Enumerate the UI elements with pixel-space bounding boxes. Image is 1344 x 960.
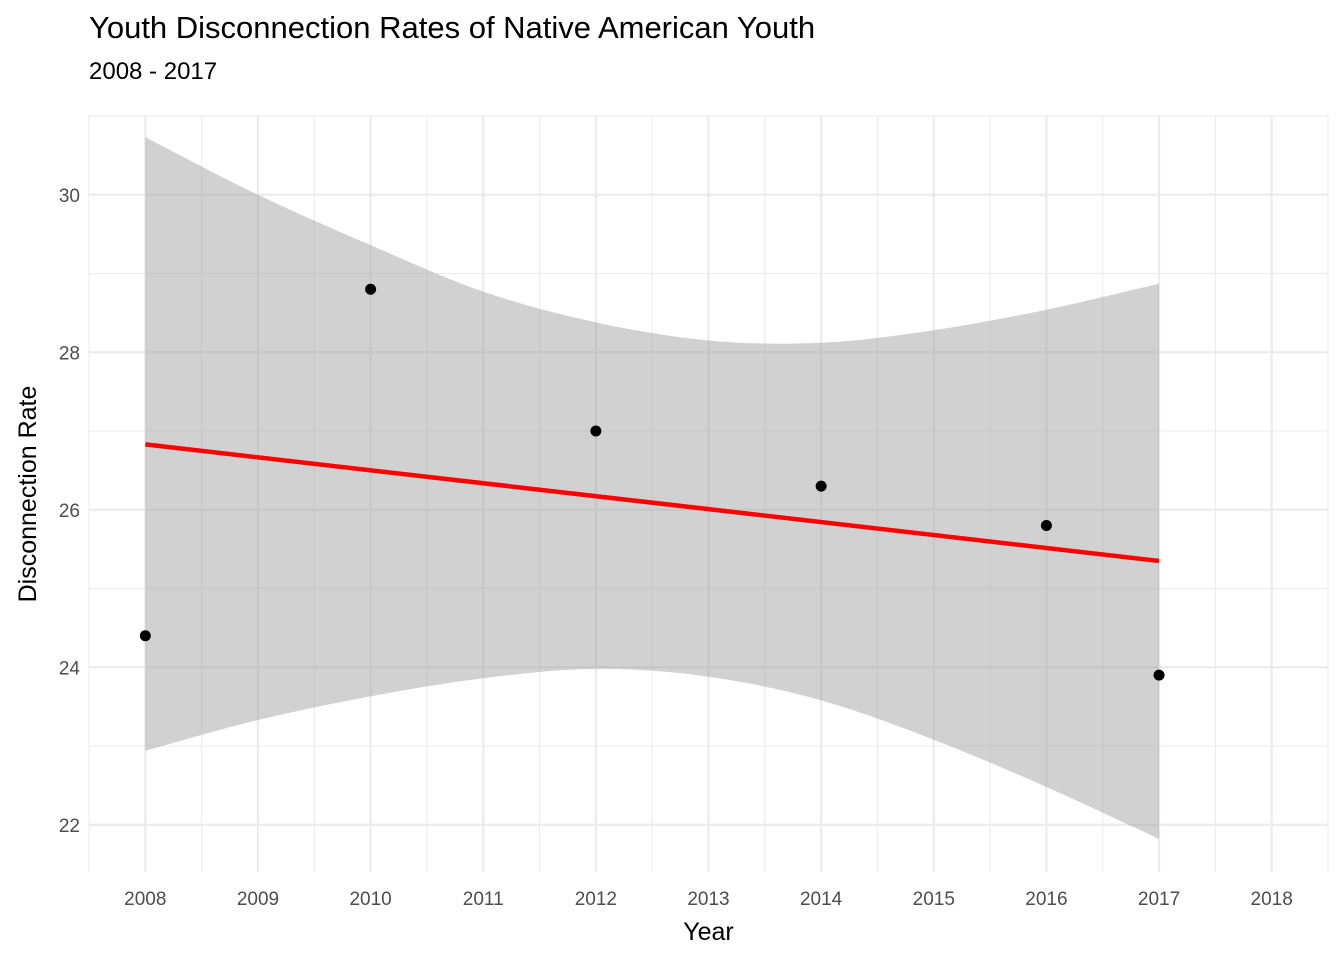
x-tick-label: 2014 [800,889,843,910]
y-tick-label: 26 [59,501,80,522]
data-point [590,425,602,437]
data-point [815,480,827,492]
x-tick-label: 2011 [463,889,504,910]
y-tick-label: 30 [59,186,80,207]
x-axis-ticks: 2008 2009 2010 2011 2012 2013 2014 2015 2016 2017… [124,889,1293,910]
y-tick-label: 22 [59,816,80,837]
x-tick-label: 2008 [124,889,166,910]
x-tick-label: 2018 [1251,889,1293,910]
trend-line [145,442,1160,564]
x-tick-label: 2010 [349,889,391,910]
data-point [365,283,377,295]
data-point [1040,520,1052,531]
y-axis-title: Disconnection Rate [14,386,42,603]
x-tick-label: 2009 [237,889,279,910]
x-tick-label: 2016 [1025,889,1067,910]
y-tick-label: 24 [59,658,81,679]
chart-title: Youth Disconnection Rates of Native Amer… [89,10,816,45]
x-tick-label: 2015 [913,889,955,910]
y-axis-ticks: 22 24 26 28 30 [59,186,81,837]
y-tick-label: 28 [59,343,80,364]
data-point [139,630,151,642]
x-axis-title: Year [683,918,734,946]
x-tick-label: 2017 [1138,889,1180,910]
x-tick-label: 2012 [575,889,617,910]
chart-subtitle: 2008 - 2017 [89,58,218,85]
confidence-band [145,137,1160,839]
data-point [1153,669,1165,681]
minor-gridlines [88,115,1329,872]
data-points [139,283,1165,681]
x-tick-label: 2013 [687,889,729,910]
